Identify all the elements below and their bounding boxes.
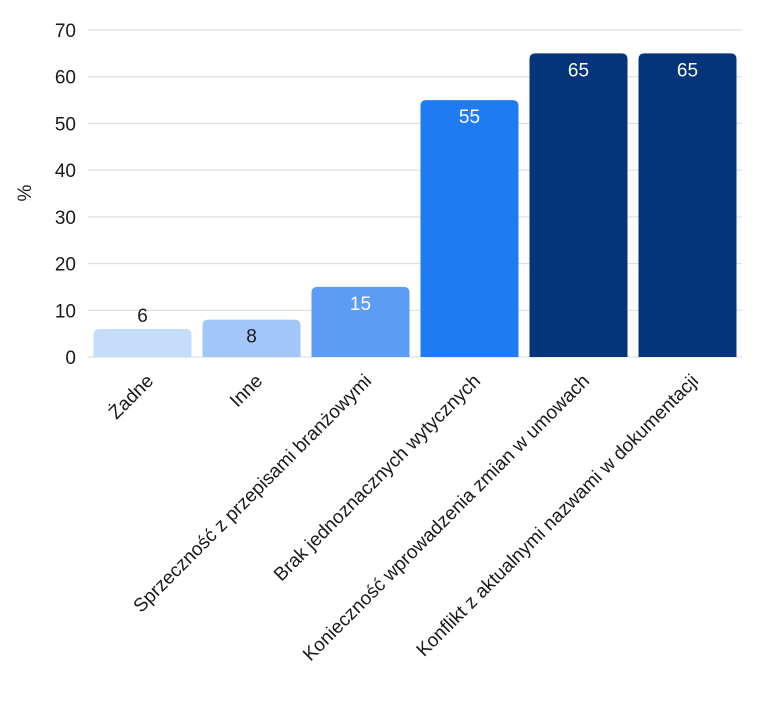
data-label: 65 [677, 60, 698, 81]
y-tick-label: 60 [55, 68, 76, 89]
category-label: Sprzeczność z przepisami branżowymi [130, 371, 376, 617]
category-label: Brak jednoznacznych wytycznych [270, 371, 485, 586]
bar [202, 319, 301, 357]
y-tick-label: 30 [55, 208, 76, 229]
bar [420, 100, 519, 358]
data-label: 8 [246, 327, 257, 348]
y-tick-label: 40 [55, 161, 76, 182]
bar [529, 53, 628, 357]
y-tick-label: 20 [55, 255, 76, 276]
y-axis-ticks: 0 10 20 30 40 50 60 70 [55, 21, 76, 369]
gridlines [88, 29, 742, 358]
y-axis-label: % [15, 184, 36, 201]
data-labels: 6 8 15 55 65 65 [137, 60, 698, 347]
bar [93, 328, 192, 357]
data-label: 65 [568, 60, 589, 81]
y-tick-label: 70 [55, 21, 76, 42]
category-label: Inne [226, 371, 267, 412]
bar [638, 53, 737, 357]
data-label: 55 [459, 107, 480, 128]
y-tick-label: 50 [55, 114, 76, 135]
bar [311, 286, 410, 357]
category-label: Żadne [105, 371, 158, 424]
data-label: 6 [137, 306, 148, 327]
data-label: 15 [350, 294, 371, 315]
y-tick-label: 0 [65, 348, 76, 369]
y-tick-label: 10 [55, 301, 76, 322]
bars [93, 53, 737, 358]
